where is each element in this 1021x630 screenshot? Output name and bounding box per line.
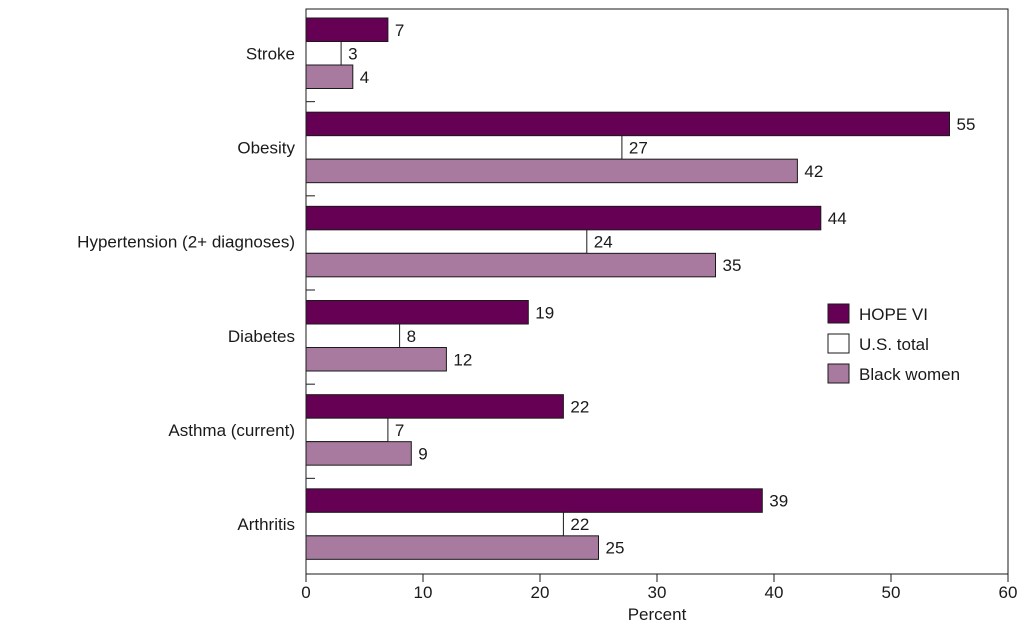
bar xyxy=(305,17,389,42)
legend-label: HOPE VI xyxy=(859,305,928,324)
bar xyxy=(305,111,950,137)
x-tick-label: 60 xyxy=(999,583,1018,602)
bar xyxy=(305,511,564,537)
data-label: 9 xyxy=(418,444,427,463)
category-label: Asthma (current) xyxy=(168,421,295,440)
x-tick-label: 30 xyxy=(648,583,667,602)
data-label: 55 xyxy=(957,115,976,134)
category-label: Arthritis xyxy=(237,515,295,534)
data-label: 25 xyxy=(606,539,625,558)
x-axis-title: Percent xyxy=(628,605,687,624)
category-label: Stroke xyxy=(246,44,295,63)
bar xyxy=(305,205,822,231)
data-label: 19 xyxy=(535,303,554,322)
data-label: 24 xyxy=(594,233,613,252)
legend-label: Black women xyxy=(859,365,960,384)
category-label: Hypertension (2+ diagnoses) xyxy=(77,233,295,252)
bar xyxy=(305,323,401,348)
x-tick-label: 20 xyxy=(531,583,550,602)
bar xyxy=(305,417,389,443)
bar xyxy=(305,535,599,560)
category-label: Diabetes xyxy=(228,327,295,346)
data-label: 44 xyxy=(828,209,847,228)
bar xyxy=(305,394,564,419)
data-label: 22 xyxy=(570,515,589,534)
legend-label: U.S. total xyxy=(859,335,929,354)
x-tick-label: 40 xyxy=(765,583,784,602)
bar xyxy=(305,441,412,466)
legend-swatch xyxy=(827,303,850,324)
bar xyxy=(305,64,354,89)
bar xyxy=(305,41,342,66)
data-label: 42 xyxy=(804,162,823,181)
bar xyxy=(305,135,623,160)
data-label: 22 xyxy=(570,397,589,416)
data-label: 39 xyxy=(769,492,788,511)
data-label: 3 xyxy=(348,44,357,63)
data-label: 27 xyxy=(629,138,648,157)
bar xyxy=(305,300,529,325)
legend-swatch xyxy=(827,363,850,384)
x-tick-label: 0 xyxy=(301,583,310,602)
bar xyxy=(305,347,447,372)
data-label: 4 xyxy=(360,68,369,87)
x-tick-label: 10 xyxy=(414,583,433,602)
category-label: Obesity xyxy=(237,138,295,157)
data-label: 12 xyxy=(453,350,472,369)
legend-swatch xyxy=(827,333,850,354)
data-label: 7 xyxy=(395,21,404,40)
bar xyxy=(305,488,763,513)
data-label: 8 xyxy=(407,327,416,346)
x-tick-label: 50 xyxy=(882,583,901,602)
bar xyxy=(305,229,588,254)
data-label: 7 xyxy=(395,421,404,440)
data-label: 35 xyxy=(723,256,742,275)
bar xyxy=(305,252,716,278)
bar xyxy=(305,158,798,184)
